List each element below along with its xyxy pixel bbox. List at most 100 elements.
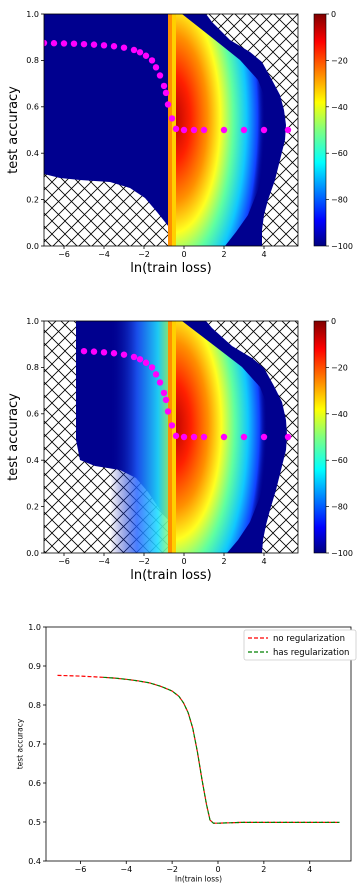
colorbar-tick-label: −80 (331, 196, 348, 205)
colorbar-tick-label: −60 (331, 456, 348, 465)
y-axis-label: test accuracy (6, 86, 21, 174)
marker-point (160, 389, 168, 397)
marker-point (50, 40, 58, 47)
marker-point (220, 126, 228, 134)
x-tick-label: −2 (166, 865, 178, 874)
y-tick-label: 0.7 (28, 740, 41, 749)
marker-point (142, 52, 150, 59)
y-axis-label: test accuracy (6, 393, 21, 481)
heatmap-panel-1: −6 −4 −2 0 2 40.00.20.40.60.81.0ln(train loss… (6, 10, 353, 276)
marker-point (142, 359, 150, 366)
y-axis-label: test accuracy (15, 718, 24, 769)
marker-point (160, 82, 168, 90)
y-tick-label: 0.0 (26, 242, 39, 251)
peak-band (168, 321, 174, 553)
x-tick-label: 2 (261, 865, 266, 874)
x-tick-label: 0 (181, 250, 186, 259)
marker-point (260, 126, 268, 134)
x-tick-label: −6 (58, 557, 70, 566)
marker-point (168, 115, 176, 122)
y-tick-label: 1.0 (26, 10, 39, 19)
marker-point (100, 349, 108, 356)
marker-point (80, 347, 88, 355)
marker-point (152, 64, 160, 71)
marker-point (180, 433, 188, 441)
marker-point (148, 364, 156, 371)
line-chart-panel: −6 −4 −2 0 2 4 0.4 0.5 0.6 0.7 0.8 0.9 1.0 ln(train l… (15, 623, 357, 884)
x-tick-label: −4 (98, 250, 110, 259)
y-tick-label: 0.2 (26, 195, 39, 204)
activity-plume (170, 321, 270, 553)
peak-band (168, 14, 174, 246)
colorbar-tick-label: 0 (331, 317, 336, 326)
colorbar-tick-label: −40 (331, 410, 348, 419)
legend: no regularization has regularization (243, 629, 357, 661)
marker-group (80, 347, 292, 441)
marker-point (180, 126, 188, 134)
marker-point (136, 356, 144, 363)
marker-point (110, 43, 118, 50)
series-line (57, 674, 340, 824)
y-tick-label: 0.4 (26, 456, 39, 465)
x-tick-label: 4 (261, 557, 266, 566)
marker-point (240, 433, 248, 441)
marker-point (162, 89, 170, 97)
axes: −6 −4 −2 0 2 4 0.0 0.2 0.4 0.6 0.8 1.0 ln(train loss… (6, 10, 267, 276)
y-tick-label: 0.4 (28, 857, 41, 866)
colorbar: 0 −20 −40 −60 −80 −100 (313, 317, 353, 558)
x-tick-label: −4 (98, 557, 110, 566)
colorbar-tick-label: 0 (331, 10, 336, 19)
activity-plume (170, 14, 268, 246)
series-lines (57, 674, 340, 824)
approach-glow (110, 321, 170, 553)
marker-point (172, 432, 180, 440)
marker-point (110, 350, 118, 357)
marker-point (130, 353, 138, 361)
x-tick-label: −2 (138, 557, 150, 566)
marker-point (260, 433, 268, 441)
colorbar: 0 −20 −40 −60 −80 −100 (313, 10, 353, 251)
marker-point (200, 126, 208, 134)
marker-point (240, 126, 248, 134)
marker-point (90, 41, 98, 48)
marker-point (164, 101, 172, 108)
marker-point (220, 433, 228, 441)
x-tick-label: 2 (221, 557, 226, 566)
marker-point (60, 40, 68, 47)
axes: −6 −4 −2 0 2 4 0.0 0.2 0.4 0.6 0.8 1.0 ln(train loss… (6, 317, 267, 583)
marker-point (190, 433, 198, 441)
marker-point (284, 126, 292, 134)
axes: −6 −4 −2 0 2 4 0.4 0.5 0.6 0.7 0.8 0.9 1.0 ln(train l… (15, 623, 312, 884)
marker-point (162, 396, 170, 404)
x-tick-label: 4 (307, 865, 312, 874)
colorbar-tick-label: −60 (331, 149, 348, 158)
colorbar-tick-label: −80 (331, 503, 348, 512)
marker-point (120, 351, 128, 358)
marker-point (136, 49, 144, 56)
marker-point (284, 433, 292, 441)
colorbar-tick-label: −40 (331, 103, 348, 112)
x-tick-label: −6 (75, 865, 87, 874)
marker-point (44, 39, 48, 47)
y-tick-label: 0.6 (26, 103, 39, 112)
marker-point (156, 72, 164, 79)
y-tick-label: 0.4 (26, 149, 39, 158)
y-tick-label: 1.0 (26, 317, 39, 326)
legend-label-no-regularization: no regularization (273, 634, 345, 644)
marker-point (156, 379, 164, 386)
y-tick-label: 1.0 (28, 623, 41, 632)
x-tick-label: −2 (138, 250, 150, 259)
marker-point (190, 126, 198, 134)
x-axis-label: ln(train loss) (130, 261, 212, 276)
x-axis-label: ln(train loss) (130, 568, 212, 583)
marker-point (172, 125, 180, 133)
heatmap-panel-2: −6 −4 −2 0 2 40.00.20.40.60.81.0ln(train loss… (6, 317, 353, 583)
colorbar-tick-label: −20 (331, 56, 348, 65)
x-tick-label: −4 (120, 865, 132, 874)
marker-point (148, 57, 156, 64)
y-tick-label: 0.5 (28, 818, 41, 827)
x-tick-label: −6 (58, 250, 70, 259)
marker-point (120, 44, 128, 51)
series-line (103, 676, 340, 824)
